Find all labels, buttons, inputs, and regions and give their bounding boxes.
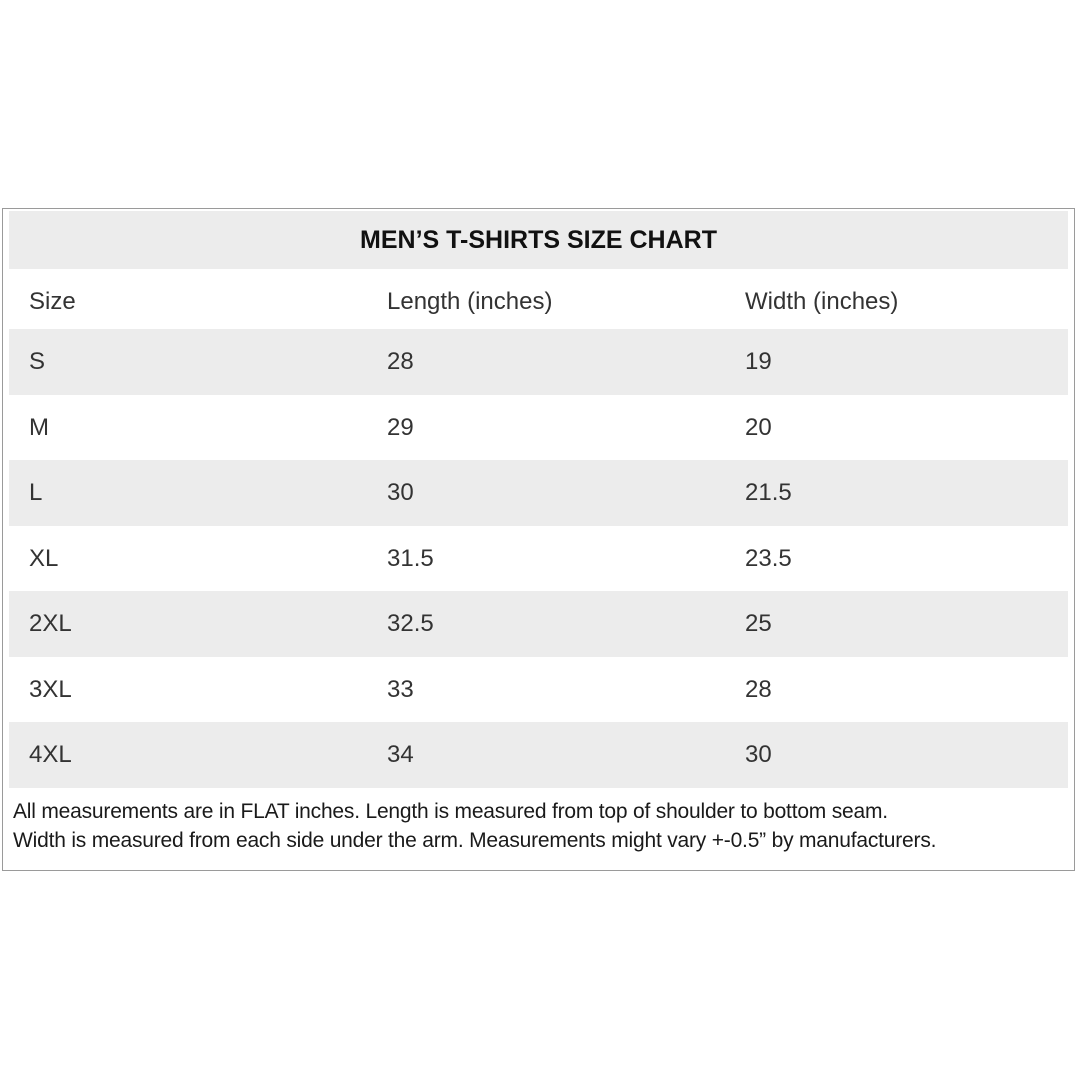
cell-size: 2XL xyxy=(29,610,72,637)
table-row: L 30 21.5 xyxy=(9,460,1068,526)
cell-length: 30 xyxy=(387,479,414,506)
cell-size: 3XL xyxy=(29,675,72,703)
cell-length: 34 xyxy=(387,741,414,768)
header-row: Size Length (inches) Width (inches) xyxy=(9,269,1068,335)
cell-width: 25 xyxy=(745,610,772,637)
header-width: Width (inches) xyxy=(745,288,899,315)
cell-width: 23.5 xyxy=(745,544,792,572)
table-row: XL 31.5 23.5 xyxy=(9,526,1068,592)
cell-size: 4XL xyxy=(29,741,72,768)
cell-size: L xyxy=(29,479,43,506)
cell-length: 31.5 xyxy=(387,544,434,572)
cell-size: S xyxy=(29,348,46,375)
cell-length: 29 xyxy=(387,413,414,441)
cell-width: 20 xyxy=(745,413,772,441)
cell-width: 21.5 xyxy=(745,479,792,506)
cell-width: 30 xyxy=(745,741,772,768)
cell-length: 33 xyxy=(387,675,414,703)
table-row: 2XL 32.5 25 xyxy=(9,591,1068,657)
table-row: 4XL 34 30 xyxy=(9,722,1068,788)
size-chart-table: MEN’S T-SHIRTS SIZE CHART Size Length (i… xyxy=(2,208,1075,871)
cell-size: XL xyxy=(29,544,59,572)
cell-length: 32.5 xyxy=(387,610,434,637)
footnote-line: Width is measured from each side under t… xyxy=(13,829,937,852)
chart-title: MEN’S T-SHIRTS SIZE CHART xyxy=(9,211,1068,269)
footnote-line: All measurements are in FLAT inches. Len… xyxy=(13,800,888,823)
cell-size: M xyxy=(29,413,49,441)
header-length: Length (inches) xyxy=(387,288,553,315)
footnote: All measurements are in FLAT inches. Len… xyxy=(13,797,1068,855)
table-row: M 29 20 xyxy=(9,395,1068,461)
table-row: S 28 19 xyxy=(9,329,1068,395)
cell-length: 28 xyxy=(387,348,414,375)
cell-width: 28 xyxy=(745,675,772,703)
cell-width: 19 xyxy=(745,348,772,375)
header-size: Size xyxy=(29,288,76,315)
table-row: 3XL 33 28 xyxy=(9,657,1068,723)
